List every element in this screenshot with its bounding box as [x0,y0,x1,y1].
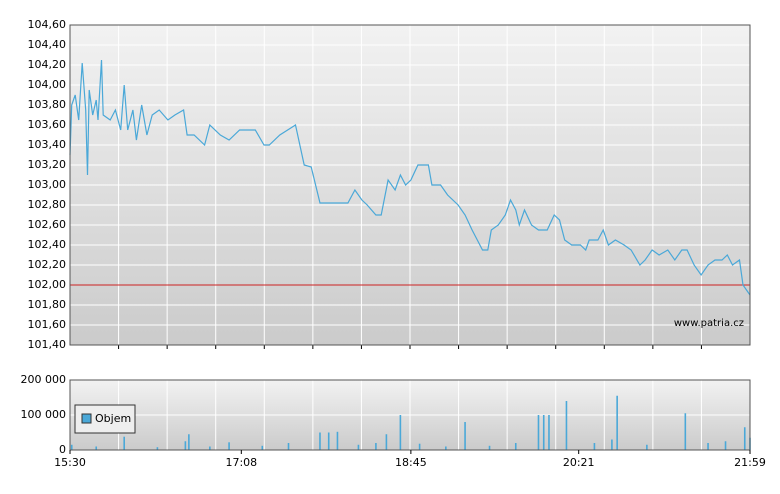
volume-bar [156,447,159,450]
watermark: www.patria.cz [674,318,744,329]
y-tick-label: 0 [59,443,66,456]
x-tick-label: 20:21 [563,456,595,469]
volume-bar [616,395,618,450]
volume-bar [287,443,290,450]
y-tick-label: 102,00 [28,278,67,291]
x-tick-label: 15:30 [54,456,86,469]
volume-bar [514,443,517,450]
volume-bar [565,401,568,450]
volume-bar [184,441,187,450]
volume-bar [418,443,421,450]
x-tick-label: 18:45 [395,456,427,469]
y-tick-label: 101,60 [28,318,67,331]
y-tick-label: 104,00 [28,78,67,91]
volume-bar [209,446,211,450]
y-tick-label: 101,80 [28,298,67,311]
y-tick-label: 103,20 [28,158,67,171]
plot-frame [69,379,751,451]
y-tick-label: 100 000 [21,408,67,421]
volume-bar [319,432,321,450]
volume-bar [70,444,73,450]
volume-bar [188,434,190,450]
volume-bar [611,439,613,450]
price-line [69,59,751,296]
volume-bar [537,415,540,450]
y-tick-label: 103,80 [28,98,67,111]
y-tick-label: 101,40 [28,338,67,351]
y-tick-label: 103,40 [28,138,67,151]
volume-bar [375,443,377,450]
volume-bar [707,443,709,450]
y-tick-label: 103,00 [28,178,67,191]
volume-bar [593,443,596,450]
y-tick-label: 102,20 [28,258,67,271]
legend-label: Objem [95,412,131,425]
volume-bar [548,415,550,450]
volume-bar [743,427,746,450]
volume-bar [724,441,727,450]
legend-box [74,404,136,434]
volume-bar [684,413,687,450]
volume-bar [123,436,125,450]
volume-bar [646,444,648,450]
x-tick-label: 17:08 [225,456,257,469]
volume-bar [385,434,388,450]
volume-bar [336,431,339,450]
volume-bar [228,442,230,450]
legend-swatch [81,413,92,424]
y-tick-label: 102,80 [28,198,67,211]
plot-frame [69,24,751,346]
volume-bar [488,445,491,450]
y-tick-label: 104,20 [28,58,67,71]
y-tick-label: 104,40 [28,38,67,51]
volume-bar [399,415,402,450]
volume-bar [261,445,264,450]
y-tick-label: 102,40 [28,238,67,251]
y-tick-label: 104,60 [28,18,67,31]
volume-bar [357,444,360,450]
volume-bar [542,415,545,450]
y-tick-label: 200 000 [21,373,67,386]
x-tick-label: 21:59 [734,456,766,469]
y-tick-label: 102,60 [28,218,67,231]
volume-bar [327,432,330,450]
volume-bar [95,446,98,450]
volume-bar [464,422,466,450]
volume-bar [445,446,447,450]
y-tick-label: 103,60 [28,118,67,131]
